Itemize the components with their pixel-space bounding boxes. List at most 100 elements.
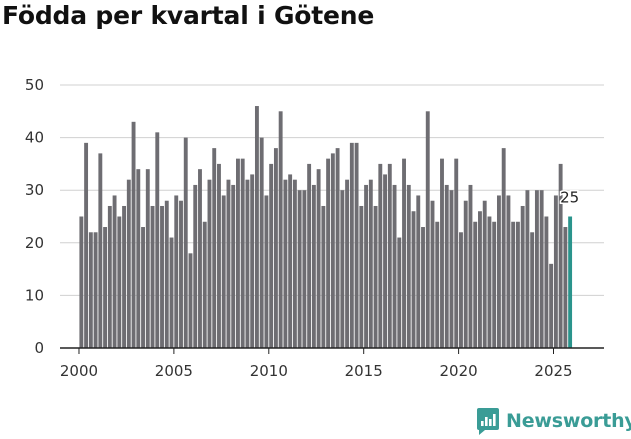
bar	[160, 205, 164, 348]
bar	[354, 142, 359, 348]
bar	[463, 200, 468, 348]
bar	[534, 190, 539, 348]
y-tick-label: 30	[25, 181, 44, 199]
bar	[520, 205, 525, 348]
bar	[525, 190, 530, 348]
newsworthy-chart-icon	[477, 408, 499, 435]
bar	[549, 263, 554, 348]
bar	[273, 148, 278, 348]
bar	[468, 184, 473, 348]
bar	[131, 121, 136, 348]
bar	[207, 179, 212, 348]
bar	[174, 195, 179, 348]
bar	[539, 190, 544, 348]
bar	[202, 221, 207, 348]
brand-name: Newsworthy	[506, 410, 631, 432]
newsworthy-logo[interactable]: Newsworthy	[476, 407, 631, 435]
bar	[217, 163, 221, 348]
bar	[117, 216, 122, 348]
bar	[126, 179, 131, 348]
bar	[122, 205, 127, 348]
bar	[297, 190, 302, 348]
bar	[383, 174, 387, 348]
bar	[330, 153, 335, 348]
bar	[402, 158, 406, 348]
bar	[259, 137, 264, 348]
bar	[478, 211, 482, 348]
bar	[553, 195, 558, 348]
y-tick-label: 0	[34, 339, 44, 357]
bar	[278, 111, 283, 348]
bar	[506, 195, 511, 348]
bar	[487, 216, 492, 348]
bar	[449, 190, 454, 348]
y-tick-label: 10	[25, 286, 44, 304]
bar	[169, 237, 174, 348]
bar	[387, 163, 392, 348]
bar	[198, 169, 202, 348]
bar	[316, 169, 321, 348]
bar	[240, 158, 245, 348]
bar	[349, 142, 354, 348]
y-tick-label: 40	[25, 129, 44, 147]
x-tick-label: 2000	[60, 362, 98, 380]
y-tick-label: 50	[25, 76, 44, 94]
x-tick-label: 2020	[440, 362, 478, 380]
bar	[397, 237, 402, 348]
bar	[141, 227, 145, 348]
bar	[292, 179, 297, 348]
bar	[368, 179, 373, 348]
bar	[378, 163, 383, 348]
bar	[250, 174, 255, 348]
bar	[311, 184, 316, 348]
bar	[496, 195, 501, 348]
bar	[302, 190, 307, 348]
bar	[511, 221, 516, 348]
bar	[93, 232, 98, 348]
bar	[226, 179, 231, 348]
latest-value-label: 25	[560, 189, 579, 207]
bar	[193, 184, 198, 348]
bar	[236, 158, 240, 348]
bar	[406, 184, 411, 348]
bar	[515, 221, 520, 348]
bar	[79, 216, 84, 348]
bar	[373, 205, 378, 348]
bar	[221, 195, 226, 348]
bar	[183, 137, 188, 348]
bar	[245, 179, 250, 348]
bar	[335, 148, 340, 348]
bar	[321, 205, 326, 348]
bar	[544, 216, 549, 348]
bar	[435, 221, 440, 348]
bar	[482, 200, 487, 348]
bar	[530, 232, 535, 348]
x-tick-label: 2025	[534, 362, 572, 380]
bar	[425, 111, 430, 348]
bar	[345, 179, 350, 348]
bar	[112, 195, 117, 348]
bar	[179, 200, 183, 348]
bar	[364, 184, 369, 348]
bar	[84, 142, 89, 348]
bar	[563, 227, 568, 348]
bars: 25	[79, 106, 581, 348]
bar	[283, 179, 288, 348]
bar	[288, 174, 293, 348]
bar	[392, 184, 397, 348]
bar	[307, 163, 312, 348]
bar-latest	[568, 216, 573, 348]
y-tick-label: 20	[25, 234, 44, 252]
bar	[501, 148, 506, 348]
bar	[473, 221, 478, 348]
bar	[440, 158, 444, 348]
bar	[430, 200, 435, 348]
bar	[136, 169, 141, 348]
x-tick-label: 2010	[250, 362, 288, 380]
bar	[269, 163, 274, 348]
bar	[103, 227, 108, 348]
bar	[459, 232, 463, 348]
bar	[454, 158, 459, 348]
bar	[145, 169, 150, 348]
